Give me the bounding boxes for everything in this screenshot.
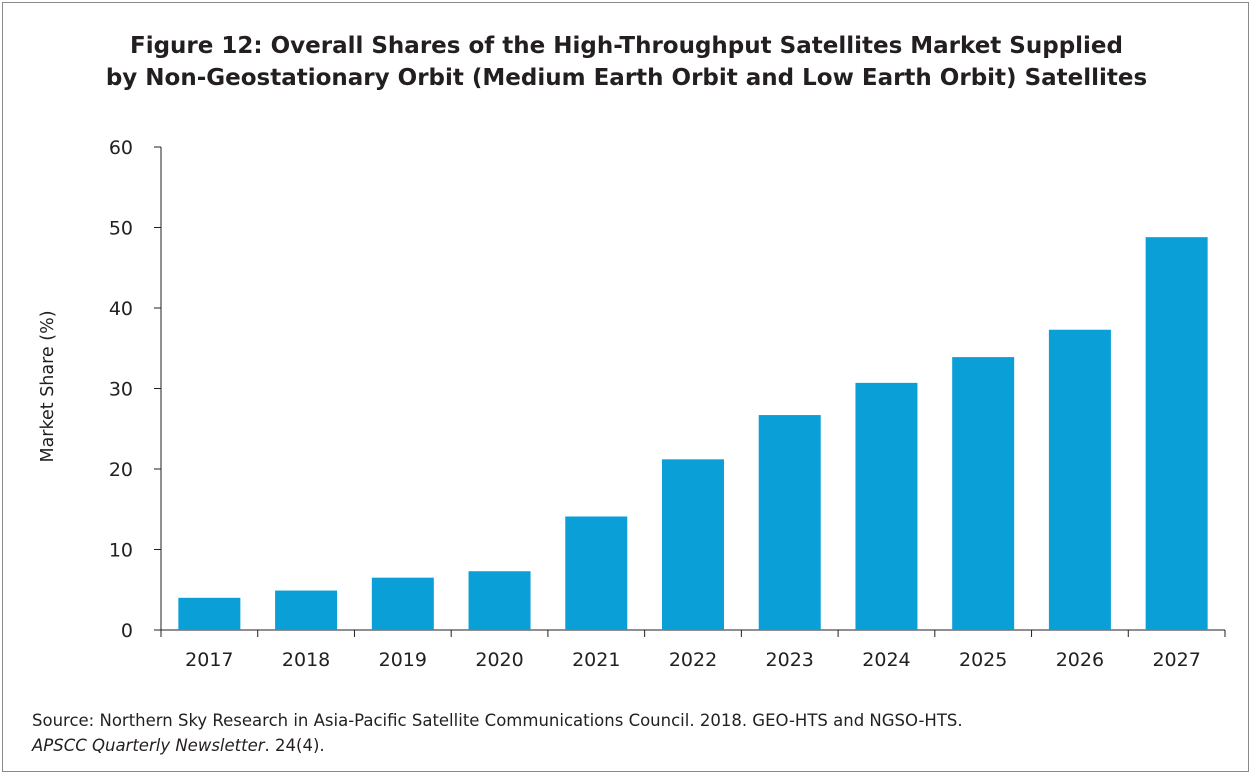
y-tick-label: 30 [109,379,133,401]
bar-2017 [178,597,241,630]
x-tick-label: 2025 [959,649,1007,671]
tick-labels: 0 10 20 30 40 50 60 2017 2018 2019 2020 2021 2022 202… [38,137,1201,671]
bar-2023 [758,415,821,630]
x-tick-label: 2027 [1152,649,1200,671]
y-tick-label: 50 [109,218,133,240]
bar-2024 [855,382,918,630]
x-tick-label: 2021 [572,649,620,671]
x-tick-label: 2017 [185,649,233,671]
bar-2022 [662,459,724,630]
bar-2021 [565,516,628,630]
x-tick-label: 2024 [862,649,910,671]
x-tick-label: 2018 [282,649,330,671]
x-tick-label: 2020 [475,649,523,671]
bar-2025 [952,357,1015,630]
y-tick-label: 0 [121,620,133,642]
bar-2019 [371,577,434,630]
source-note: Source: Northern Sky Research in Asia-Pa… [32,708,1232,758]
source-line-1: Source: Northern Sky Research in Asia-Pa… [32,711,963,730]
bar-2027 [1145,237,1208,630]
y-tick-label: 20 [109,459,133,481]
y-axis-title: Market Share (%) [38,310,58,462]
x-tick-label: 2026 [1056,649,1104,671]
bar-2020 [468,571,531,630]
bar-2018 [275,590,338,630]
chart-title: Figure 12: Overall Shares of the High-Th… [0,30,1253,94]
source-line-2: APSCC Quarterly Newsletter. 24(4). [32,733,1232,758]
chart-title-line-1: Figure 12: Overall Shares of the High-Th… [129,33,1123,59]
bars [178,237,1208,630]
y-tick-label: 10 [109,540,133,562]
bar-chart: 0 10 20 30 40 50 60 2017 2018 2019 2020 2021 2022 202… [38,137,1226,671]
y-tick-label: 60 [109,137,133,159]
source-issue: . 24(4). [264,736,325,755]
x-tick-label: 2023 [766,649,814,671]
x-tick-label: 2019 [379,649,427,671]
x-tick-label: 2022 [669,649,717,671]
source-publication: APSCC Quarterly Newsletter [32,736,265,755]
y-tick-label: 40 [109,298,133,320]
chart-title-line-2: by Non-Geostationary Orbit (Medium Earth… [105,65,1148,91]
bar-2026 [1048,329,1111,630]
